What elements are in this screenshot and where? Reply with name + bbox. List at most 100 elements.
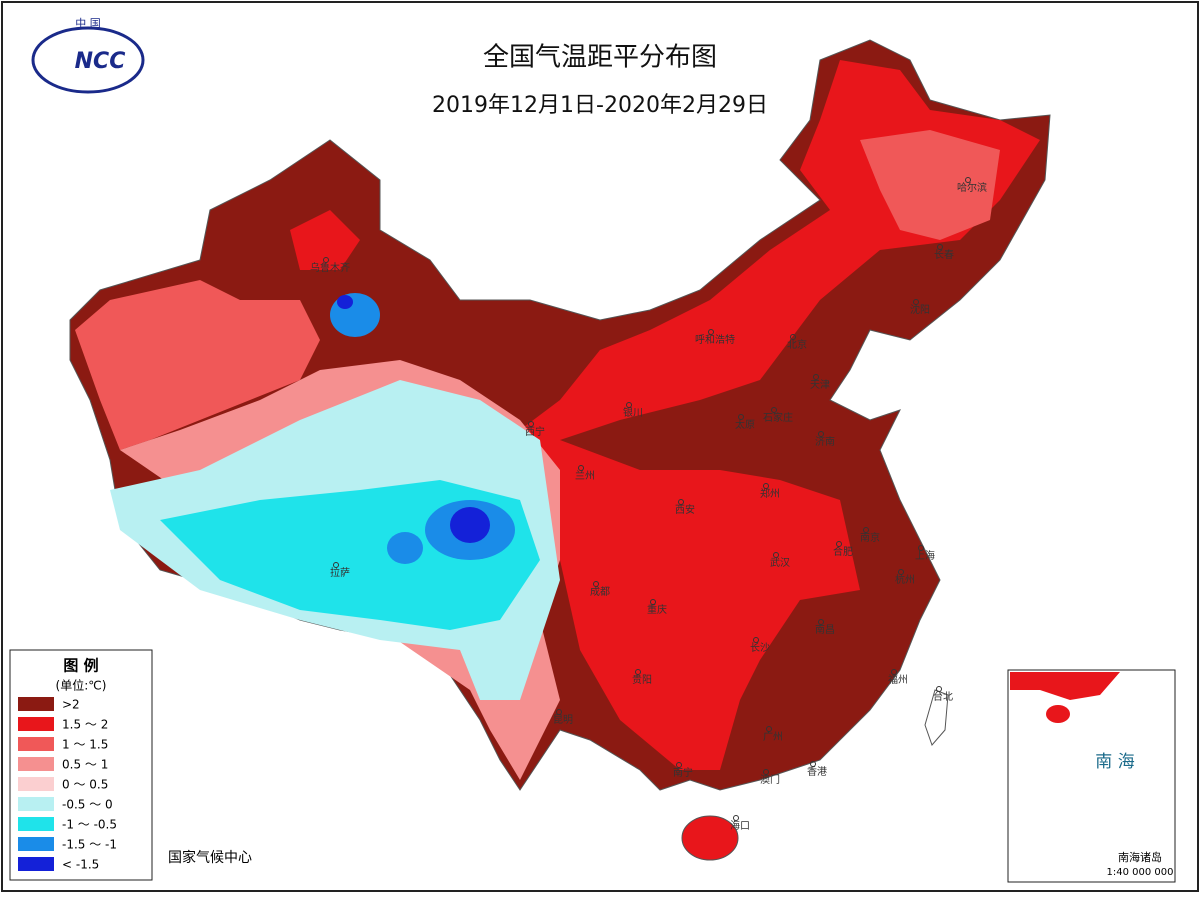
city-dot xyxy=(650,599,656,605)
city-dot xyxy=(891,669,897,675)
legend-items: >2 1.5 ～ 2 1 ～ 1.5 0.5 ～ 1 0 ～ 0.5 -0.5 ～ 0 -1… xyxy=(18,697,117,872)
city-label: 福州 xyxy=(888,673,908,686)
subtitle: 2019年12月1日-2020年2月29日 xyxy=(432,93,768,118)
legend-label: -1 ～ -0.5 xyxy=(62,818,117,832)
city-label: 呼和浩特 xyxy=(695,334,735,346)
legend-label: >2 xyxy=(62,698,80,712)
city-label: 贵阳 xyxy=(632,673,652,686)
city-label: 西安 xyxy=(675,503,695,516)
city-label: 南京 xyxy=(860,531,880,544)
city-dot xyxy=(678,499,684,505)
inset-box xyxy=(1007,669,1176,883)
legend-swatch xyxy=(18,717,54,731)
inset-land xyxy=(1010,672,1120,700)
legend-label: 0 ～ 0.5 xyxy=(62,778,108,792)
city-dot xyxy=(965,177,971,183)
inset-island xyxy=(1046,705,1070,723)
zone xyxy=(337,295,353,309)
city-label: 郑州 xyxy=(760,487,780,500)
city-label: 广州 xyxy=(763,731,783,743)
city-label: 济南 xyxy=(815,435,835,448)
city-label: 石家庄 xyxy=(763,411,793,424)
logo: 中 国 NCC xyxy=(31,17,145,94)
city-dot xyxy=(708,329,714,335)
legend-swatch xyxy=(18,737,54,751)
zone xyxy=(450,507,490,543)
city-label: 银川 xyxy=(623,406,643,419)
city-label: 海口 xyxy=(730,819,750,832)
city-dot xyxy=(635,669,641,675)
zone xyxy=(387,532,423,564)
city-label: 太原 xyxy=(735,418,755,431)
city-dot xyxy=(556,709,562,715)
city-dot xyxy=(913,299,919,305)
city-dot xyxy=(763,769,769,775)
logo-ring xyxy=(31,26,145,94)
city-dot xyxy=(753,637,759,643)
city-dot xyxy=(898,569,904,575)
city-label: 天津 xyxy=(810,379,830,391)
city-label: 香港 xyxy=(807,766,827,778)
city-dot xyxy=(918,545,924,551)
legend-swatch xyxy=(18,757,54,771)
island xyxy=(924,689,949,746)
city-label: 沈阳 xyxy=(910,303,930,316)
city-label: 杭州 xyxy=(895,573,915,586)
legend-label: < -1.5 xyxy=(62,858,99,872)
city-label: 南宁 xyxy=(673,766,693,779)
city-dot xyxy=(771,407,777,413)
city-dot xyxy=(936,686,942,692)
city-label: 合肥 xyxy=(833,545,853,558)
zone xyxy=(860,130,1000,240)
city-label: 西宁 xyxy=(525,425,545,438)
legend-swatch xyxy=(18,697,54,711)
city-dot xyxy=(626,402,632,408)
city-label: 武汉 xyxy=(770,556,790,569)
legend-label: -1.5 ～ -1 xyxy=(62,838,117,852)
city-dot xyxy=(766,726,772,732)
city-dot xyxy=(813,374,819,380)
city-dot xyxy=(763,483,769,489)
map xyxy=(69,39,1051,861)
city-label: 长沙 xyxy=(750,642,770,654)
legend-label: 1 ～ 1.5 xyxy=(62,738,108,752)
source: 国家气候中心 xyxy=(168,849,252,866)
city-dot xyxy=(937,244,943,250)
inset: 南 海 南海诸岛 1:40 000 000 xyxy=(1007,669,1176,883)
zone xyxy=(520,60,1040,770)
city-label: 兰州 xyxy=(575,469,595,482)
city-label: 南昌 xyxy=(815,623,835,636)
island xyxy=(681,815,739,861)
zone xyxy=(290,210,360,270)
legend-swatch xyxy=(18,837,54,851)
city-dot xyxy=(676,762,682,768)
city-label: 北京 xyxy=(787,338,807,351)
city-dot xyxy=(593,581,599,587)
legend-label: 1.5 ～ 2 xyxy=(62,718,108,732)
legend-swatch xyxy=(18,857,54,871)
city-label: 成都 xyxy=(590,586,610,598)
city-label: 拉萨 xyxy=(330,566,350,579)
city-label: 澳门 xyxy=(760,773,780,786)
city-label: 乌鲁木齐 xyxy=(310,261,350,274)
inset-sea: 南 海 xyxy=(1095,752,1134,772)
city-dot xyxy=(578,465,584,471)
city-dot xyxy=(333,562,339,568)
city-dot xyxy=(323,257,329,263)
inset-islands: 南海诸岛 xyxy=(1118,850,1162,864)
city-dot xyxy=(818,431,824,437)
city-dot xyxy=(810,761,816,767)
city-label: 台北 xyxy=(933,690,953,703)
city-label: 昆明 xyxy=(553,714,573,726)
legend-title: 图 例 xyxy=(63,657,98,675)
inset-scale: 1:40 000 000 xyxy=(1107,867,1174,878)
legend-label: 0.5 ～ 1 xyxy=(62,758,108,772)
legend-swatch xyxy=(18,817,54,831)
city-dot xyxy=(790,334,796,340)
logo-top: 中 国 xyxy=(75,17,101,30)
city-label: 上海 xyxy=(915,549,935,562)
city-dot xyxy=(733,815,739,821)
title: 全国气温距平分布图 xyxy=(483,43,717,73)
